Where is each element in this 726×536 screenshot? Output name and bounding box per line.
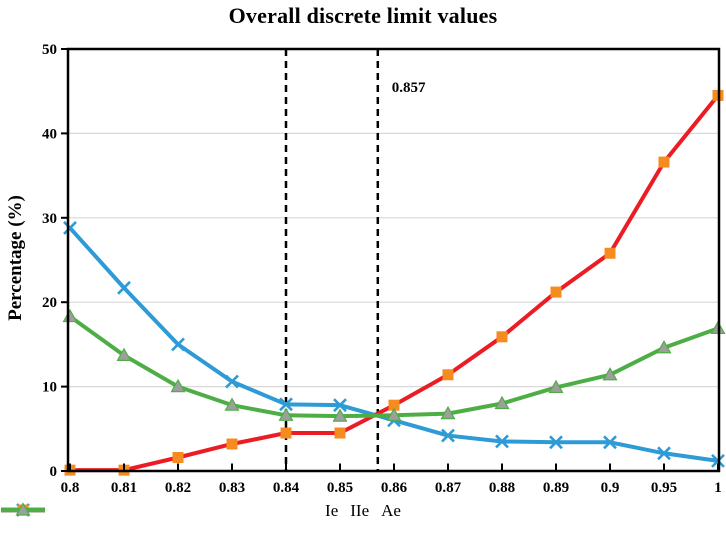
x-tick-label: 0.83 <box>219 480 245 496</box>
marker-triangle <box>62 308 78 323</box>
marker-square <box>172 451 184 463</box>
marker-triangle <box>386 407 402 421</box>
marker-triangle <box>656 340 672 354</box>
y-tick-label: 20 <box>42 295 57 311</box>
marker-x <box>549 435 563 450</box>
x-tick-label: 0.82 <box>165 480 191 496</box>
legend-item-Ae: Ae <box>1 501 401 521</box>
marker-square <box>604 247 616 259</box>
marker-square <box>550 286 562 298</box>
marker-triangle <box>15 502 31 516</box>
x-tick-label: 0.86 <box>381 480 408 496</box>
marker-triangle <box>602 367 618 381</box>
x-tick-label: 1 <box>714 480 722 496</box>
y-tick-label: 0 <box>50 464 58 480</box>
x-tick-label: 0.84 <box>273 480 300 496</box>
marker-triangle <box>332 408 348 422</box>
marker-x <box>63 221 77 235</box>
marker-square <box>226 438 238 450</box>
marker-x <box>225 374 239 389</box>
x-tick-label: 0.81 <box>111 480 137 496</box>
x-tick-label: 0.95 <box>651 480 677 496</box>
marker-triangle <box>548 379 564 394</box>
x-tick-label: 0.8 <box>61 480 80 496</box>
marker-x <box>657 446 671 461</box>
annotation-label: 0.857 <box>392 80 426 96</box>
chart-title: Overall discrete limit values <box>228 3 498 28</box>
marker-x <box>279 397 293 412</box>
series-line <box>68 225 720 463</box>
marker-square <box>388 399 400 411</box>
marker-square <box>334 427 346 439</box>
legend-item-IIe: IIe <box>1 501 370 521</box>
marker-triangle <box>224 397 240 411</box>
x-tick-label: 0.9 <box>601 480 620 496</box>
x-tick-label: 0.88 <box>489 480 515 496</box>
y-tick-label: 10 <box>42 380 57 396</box>
legend-label: Ae <box>381 501 401 520</box>
marker-triangle <box>116 347 132 361</box>
x-tick-label: 0.87 <box>435 480 462 496</box>
marker-square <box>442 369 454 381</box>
y-tick-label: 30 <box>42 211 57 227</box>
marker-triangle <box>440 405 456 420</box>
x-tick-label: 0.85 <box>327 480 353 496</box>
series-Ie <box>63 221 725 468</box>
marker-square <box>280 427 292 439</box>
marker-x <box>603 435 617 450</box>
marker-square <box>658 156 670 168</box>
marker-triangle <box>494 395 510 410</box>
marker-x <box>441 428 455 443</box>
legend-label: IIe <box>350 501 370 520</box>
marker-triangle <box>278 407 294 421</box>
marker-square <box>496 331 508 343</box>
marker-x <box>171 337 185 352</box>
x-tick-label: 0.89 <box>543 480 569 496</box>
legend-marker-triangle-icon <box>1 502 45 516</box>
marker-x <box>495 434 509 449</box>
marker-x <box>117 280 131 295</box>
marker-triangle <box>170 378 186 393</box>
legend: Ie IIe Ae <box>0 501 726 521</box>
y-tick-label: 50 <box>42 42 57 58</box>
marker-x <box>333 398 347 413</box>
legend-label: Ie <box>325 501 339 520</box>
y-tick-label: 40 <box>42 126 57 142</box>
legend-item-Ie: Ie <box>1 501 339 521</box>
